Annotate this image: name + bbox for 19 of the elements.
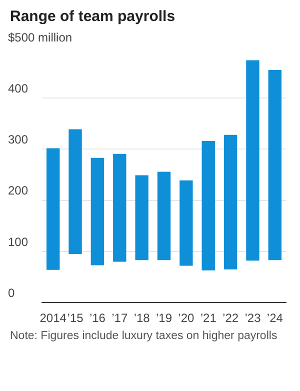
x-tick-label: ’19 [156, 311, 172, 326]
y-tick-label: $500 million [8, 30, 72, 44]
x-tick-label: ’24 [266, 311, 284, 326]
x-tick-label: ’18 [134, 311, 150, 326]
x-tick-label: ’16 [89, 311, 106, 326]
y-tick-label: 0 [8, 286, 15, 300]
x-tick-label: ’17 [112, 311, 128, 326]
chart-title: Range of team payrolls [10, 8, 176, 25]
x-tick-label: ’21 [200, 311, 217, 326]
x-tick-label: ’20 [178, 311, 195, 326]
x-tick-label: ’23 [244, 311, 262, 326]
x-tick-label: 2014 [40, 311, 67, 326]
y-tick-label: 300 [8, 132, 28, 147]
y-tick-label: 100 [8, 234, 28, 249]
x-tick-label: ’15 [67, 311, 84, 326]
y-tick-label: 200 [8, 184, 28, 198]
y-tick-label: 400 [8, 81, 28, 96]
text: Note: Figures include luxury taxes on higher payrolls [10, 329, 278, 344]
x-tick-label: ’22 [222, 311, 239, 326]
